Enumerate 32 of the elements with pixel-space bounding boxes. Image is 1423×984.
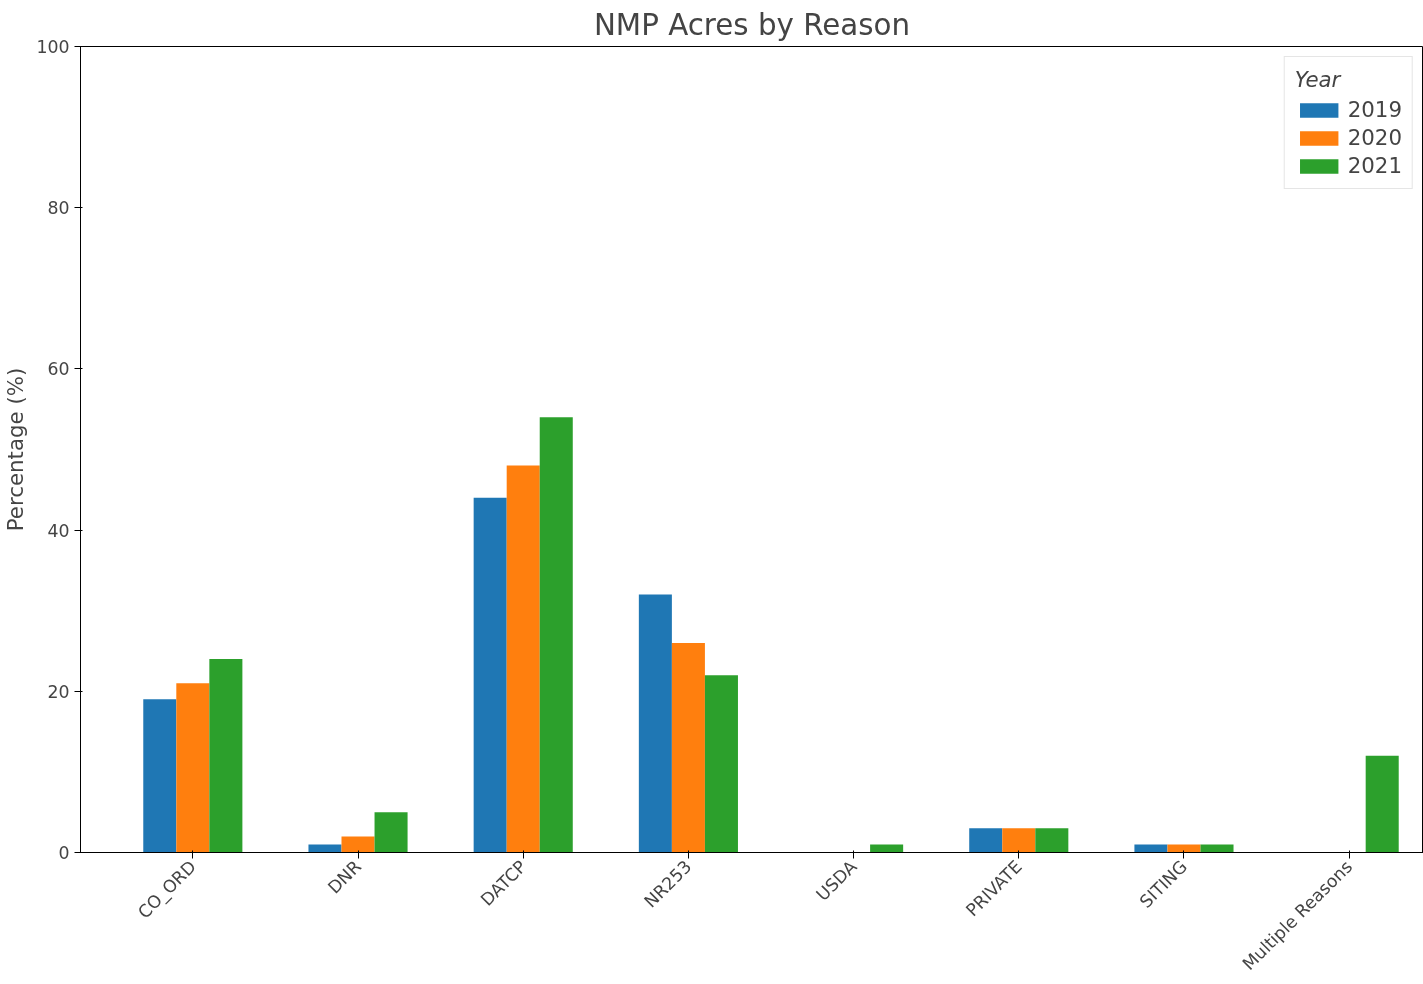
legend-title: Year (1294, 67, 1343, 92)
chart-title: NMP Acres by Reason (593, 7, 911, 42)
bar (1035, 828, 1069, 853)
bar (473, 497, 507, 853)
bar (176, 683, 210, 853)
bar (539, 417, 573, 853)
bar (1200, 844, 1234, 853)
y-tick-label: 100 (36, 37, 70, 57)
y-axis-title: Percentage (%) (3, 367, 29, 532)
bar (969, 828, 1003, 853)
bar (209, 659, 243, 853)
bar (870, 844, 904, 853)
y-tick-label: 40 (47, 520, 70, 541)
legend-label: 2019 (1347, 97, 1402, 122)
bar (1134, 844, 1168, 853)
bar (1365, 755, 1399, 853)
bar (638, 594, 672, 853)
bar (1167, 844, 1201, 853)
bar (506, 465, 540, 853)
bar (671, 642, 705, 853)
bar (374, 812, 408, 853)
legend-label: 2020 (1347, 125, 1402, 150)
bar (1002, 828, 1036, 853)
bar (341, 836, 375, 853)
bar (704, 675, 738, 853)
y-tick-label: 60 (47, 359, 70, 380)
y-tick-label: 0 (58, 843, 70, 863)
y-tick-label: 20 (47, 681, 70, 702)
legend-label: 2021 (1347, 153, 1402, 178)
bar (308, 844, 342, 853)
y-tick-label: 80 (47, 198, 70, 219)
bar (143, 699, 177, 853)
